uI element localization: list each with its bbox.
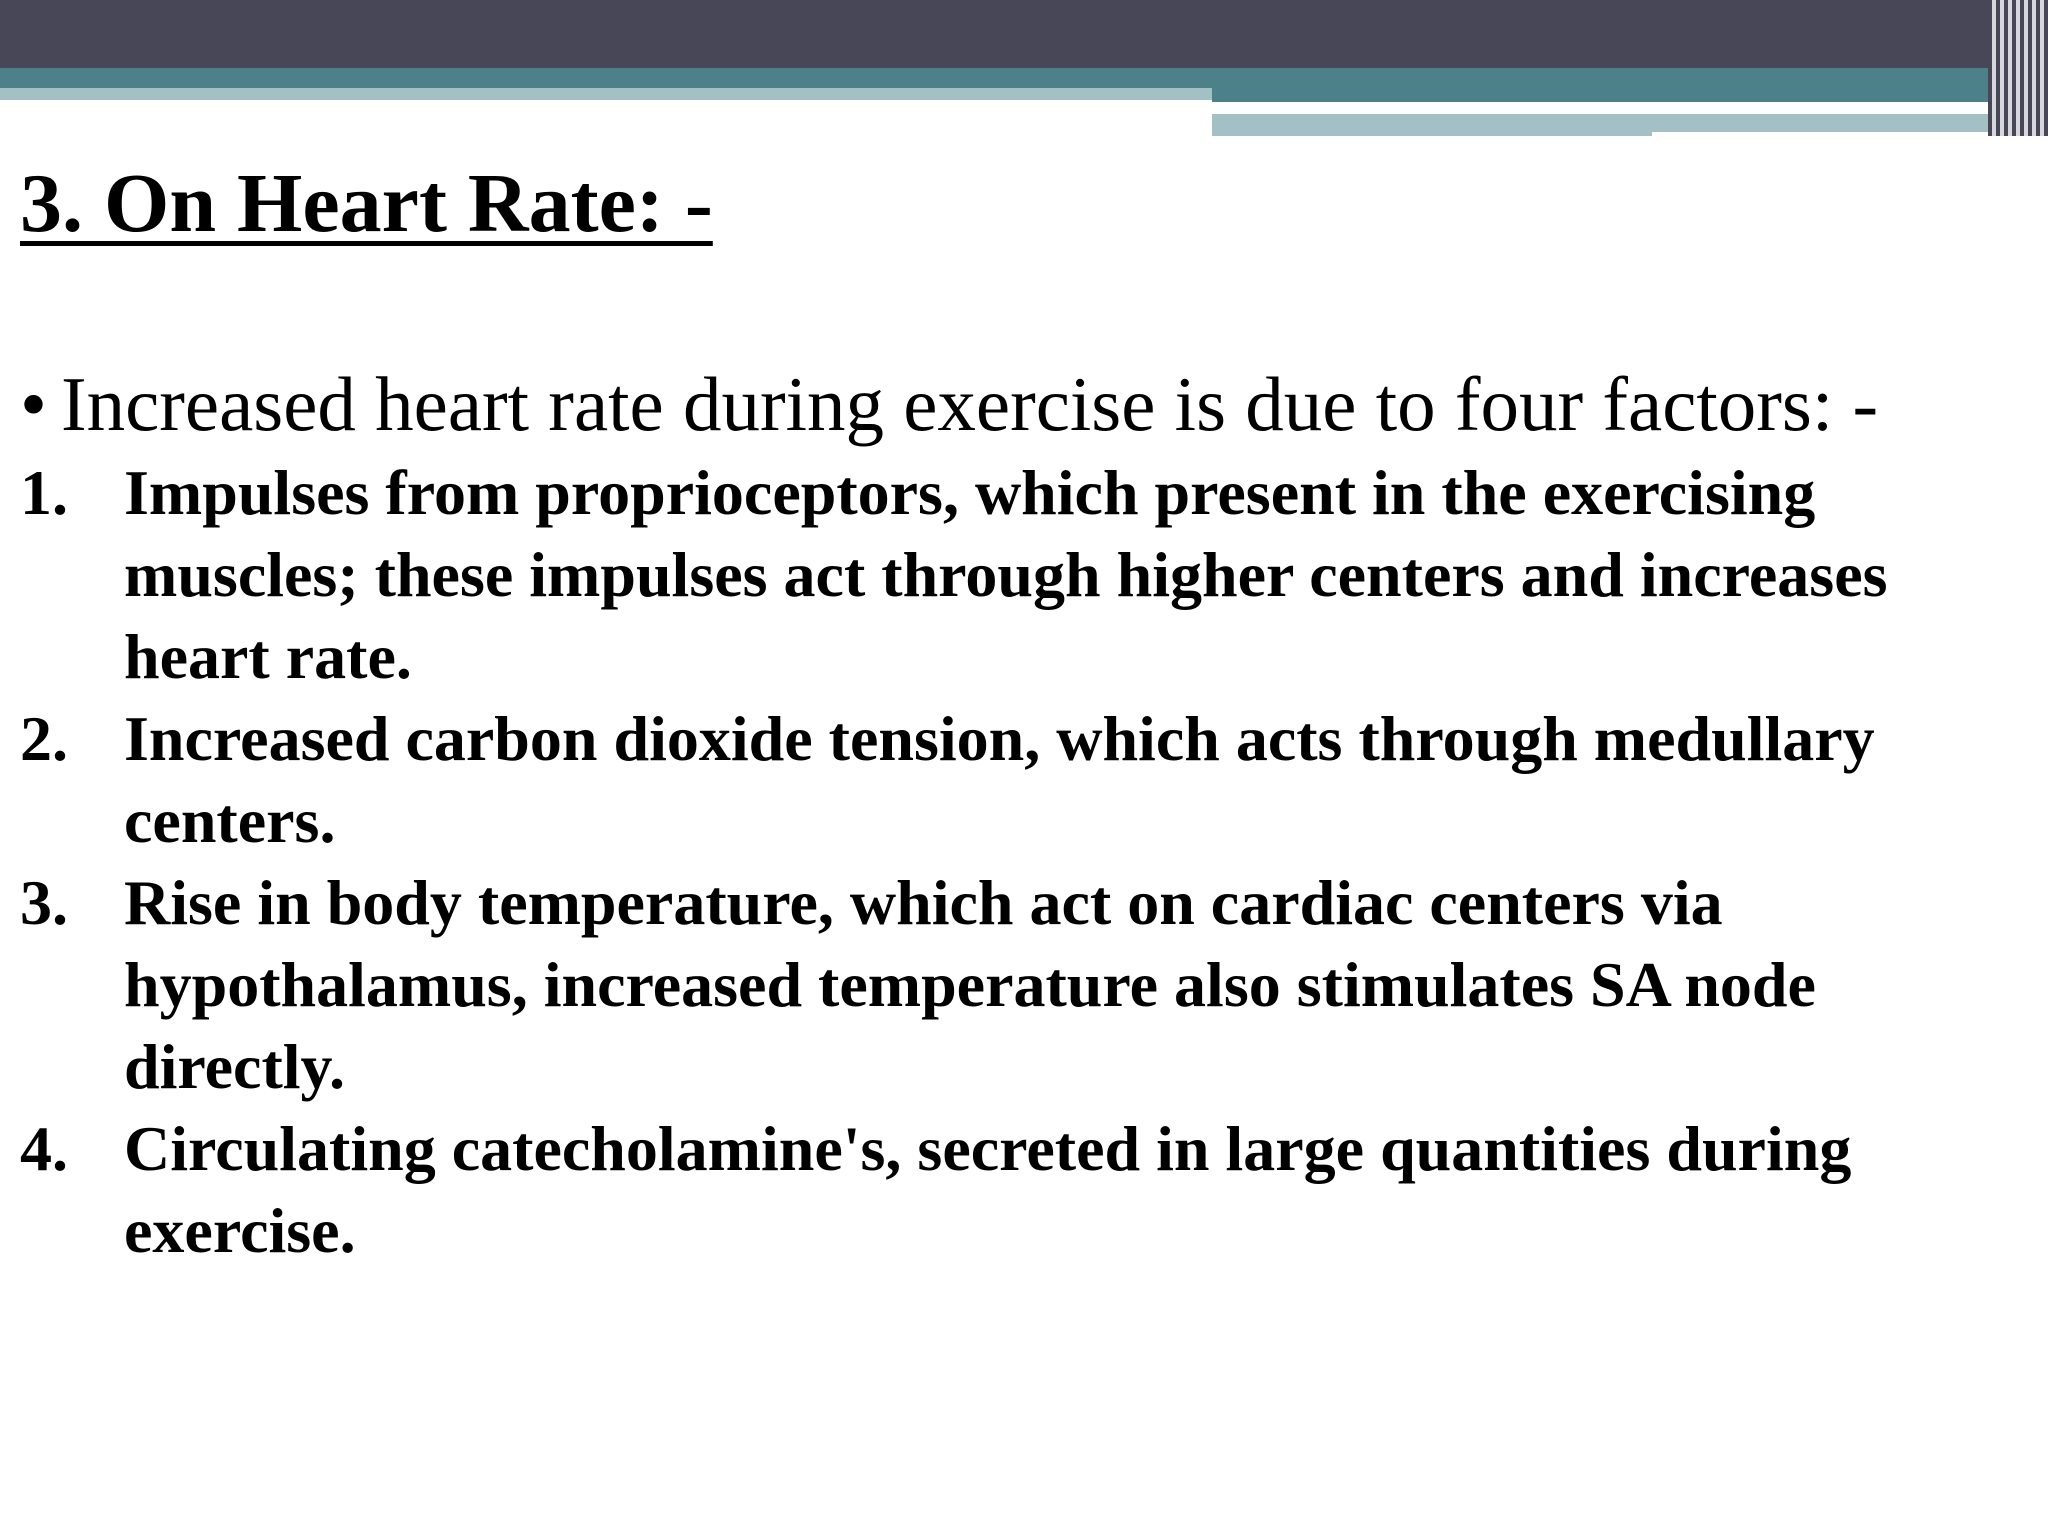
factor-text: Circulating catecholamine's, secreted in… — [124, 1113, 1852, 1266]
intro-text: Increased heart rate during exercise is … — [60, 361, 1879, 447]
factors-list: 1. Impulses from proprioceptors, which p… — [20, 452, 2010, 1272]
intro-paragraph: • Increased heart rate during exercise is… — [20, 360, 1878, 449]
factor-item: 3. Rise in body temperature, which act o… — [20, 862, 2010, 1108]
header-stripes — [1988, 0, 2048, 136]
factor-text: Impulses from proprioceptors, which pres… — [124, 457, 1888, 692]
factor-number: 3. — [20, 867, 68, 938]
factor-text: Rise in body temperature, which act on c… — [124, 867, 1816, 1102]
header-band-light-left — [0, 88, 1212, 100]
factor-number: 2. — [20, 703, 68, 774]
factor-item: 4. Circulating catecholamine's, secreted… — [20, 1108, 2010, 1272]
factor-item: 2. Increased carbon dioxide tension, whi… — [20, 698, 2010, 862]
factor-item: 1. Impulses from proprioceptors, which p… — [20, 452, 2010, 698]
bullet-icon: • — [20, 361, 47, 447]
factor-number: 1. — [20, 457, 68, 528]
header-band-teal — [0, 68, 1988, 88]
header-band-light-right — [1212, 114, 1652, 136]
slide-title: 3. On Heart Rate: - — [20, 157, 713, 250]
header-band-divider-line — [1212, 108, 1896, 114]
factor-number: 4. — [20, 1113, 68, 1184]
header-band-dark — [0, 0, 2048, 68]
header-band-teal-right — [1212, 88, 1988, 102]
header-band-light-right-end — [1652, 114, 1988, 132]
factor-text: Increased carbon dioxide tension, which … — [124, 703, 1875, 856]
